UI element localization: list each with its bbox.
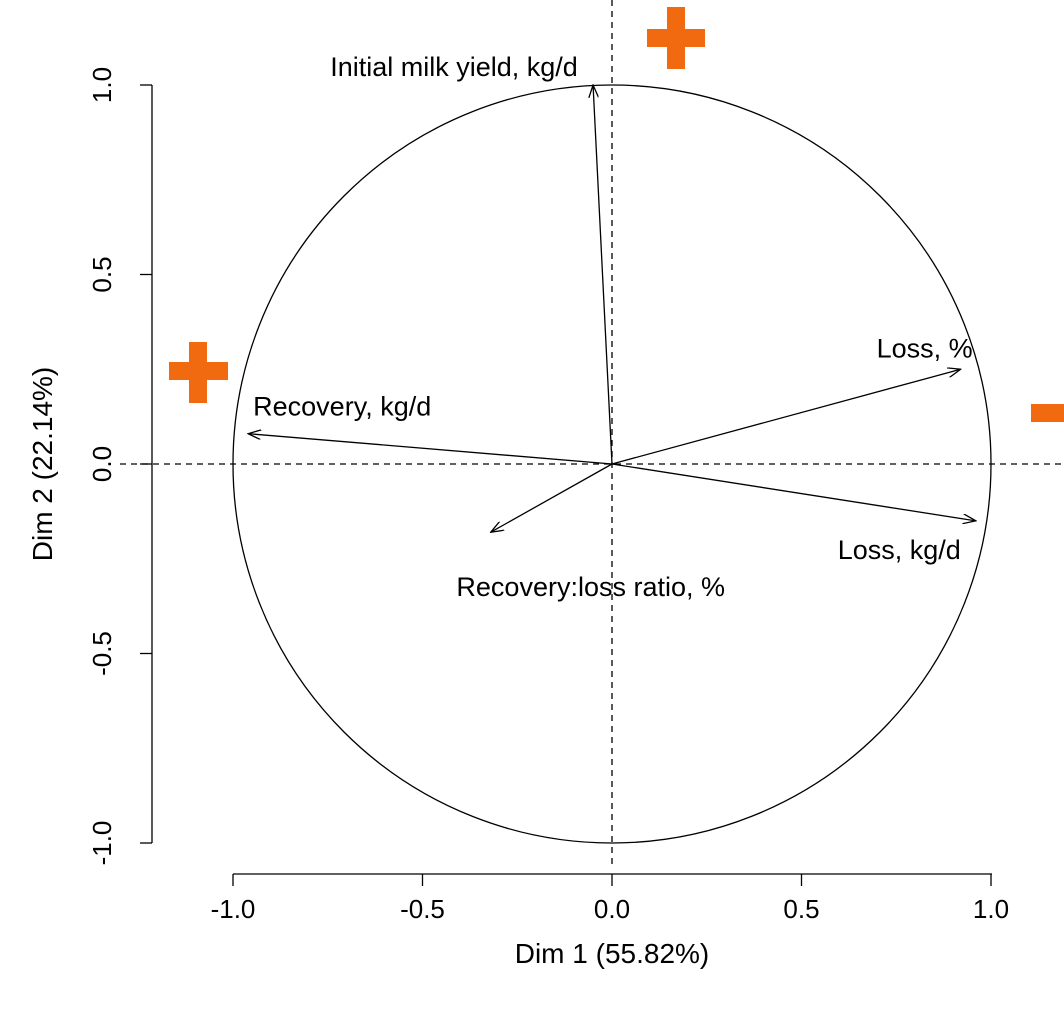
x-axis-title: Dim 1 (55.82%) — [515, 938, 710, 969]
y-axis-title: Dim 2 (22.14%) — [27, 367, 58, 562]
vector-arrow — [491, 463, 613, 532]
x-axis: -1.0 -0.5 0.0 0.5 1.0 Dim 1 (55.82%) — [211, 873, 1009, 969]
label-recovery-loss-ratio: Recovery:loss ratio, % — [456, 572, 725, 602]
plot-area: Initial milk yield, kg/d Recovery, kg/d Lo… — [120, 0, 1064, 864]
y-tick-label: -1.0 — [87, 821, 117, 866]
sign-annotations — [169, 7, 1064, 422]
y-tick-label: 1.0 — [87, 67, 117, 103]
label-loss-percent: Loss, % — [877, 333, 973, 363]
label-recovery: Recovery, kg/d — [253, 392, 431, 422]
minus-sign-right — [1031, 404, 1064, 422]
x-tick-label: -1.0 — [211, 894, 256, 924]
plus-sign-top — [647, 7, 705, 69]
label-loss-kgd: Loss, kg/d — [838, 535, 961, 565]
label-initial-milk-yield: Initial milk yield, kg/d — [330, 52, 578, 82]
y-axis: -1.0 -0.5 0.0 0.5 1.0 Dim 2 (22.14%) — [27, 67, 153, 866]
x-tick-label: 1.0 — [973, 894, 1009, 924]
vector-arrow — [248, 434, 613, 465]
plus-sign-left — [169, 342, 228, 403]
y-tick-label: 0.5 — [87, 256, 117, 292]
vector-arrow — [611, 369, 961, 465]
x-tick-label: -0.5 — [400, 894, 445, 924]
y-tick-label: 0.0 — [87, 446, 117, 482]
vector-arrow — [593, 85, 613, 465]
vector-arrow — [611, 463, 976, 521]
y-tick-label: -0.5 — [87, 631, 117, 676]
x-tick-label: 0.5 — [783, 894, 819, 924]
x-tick-label: 0.0 — [594, 894, 630, 924]
